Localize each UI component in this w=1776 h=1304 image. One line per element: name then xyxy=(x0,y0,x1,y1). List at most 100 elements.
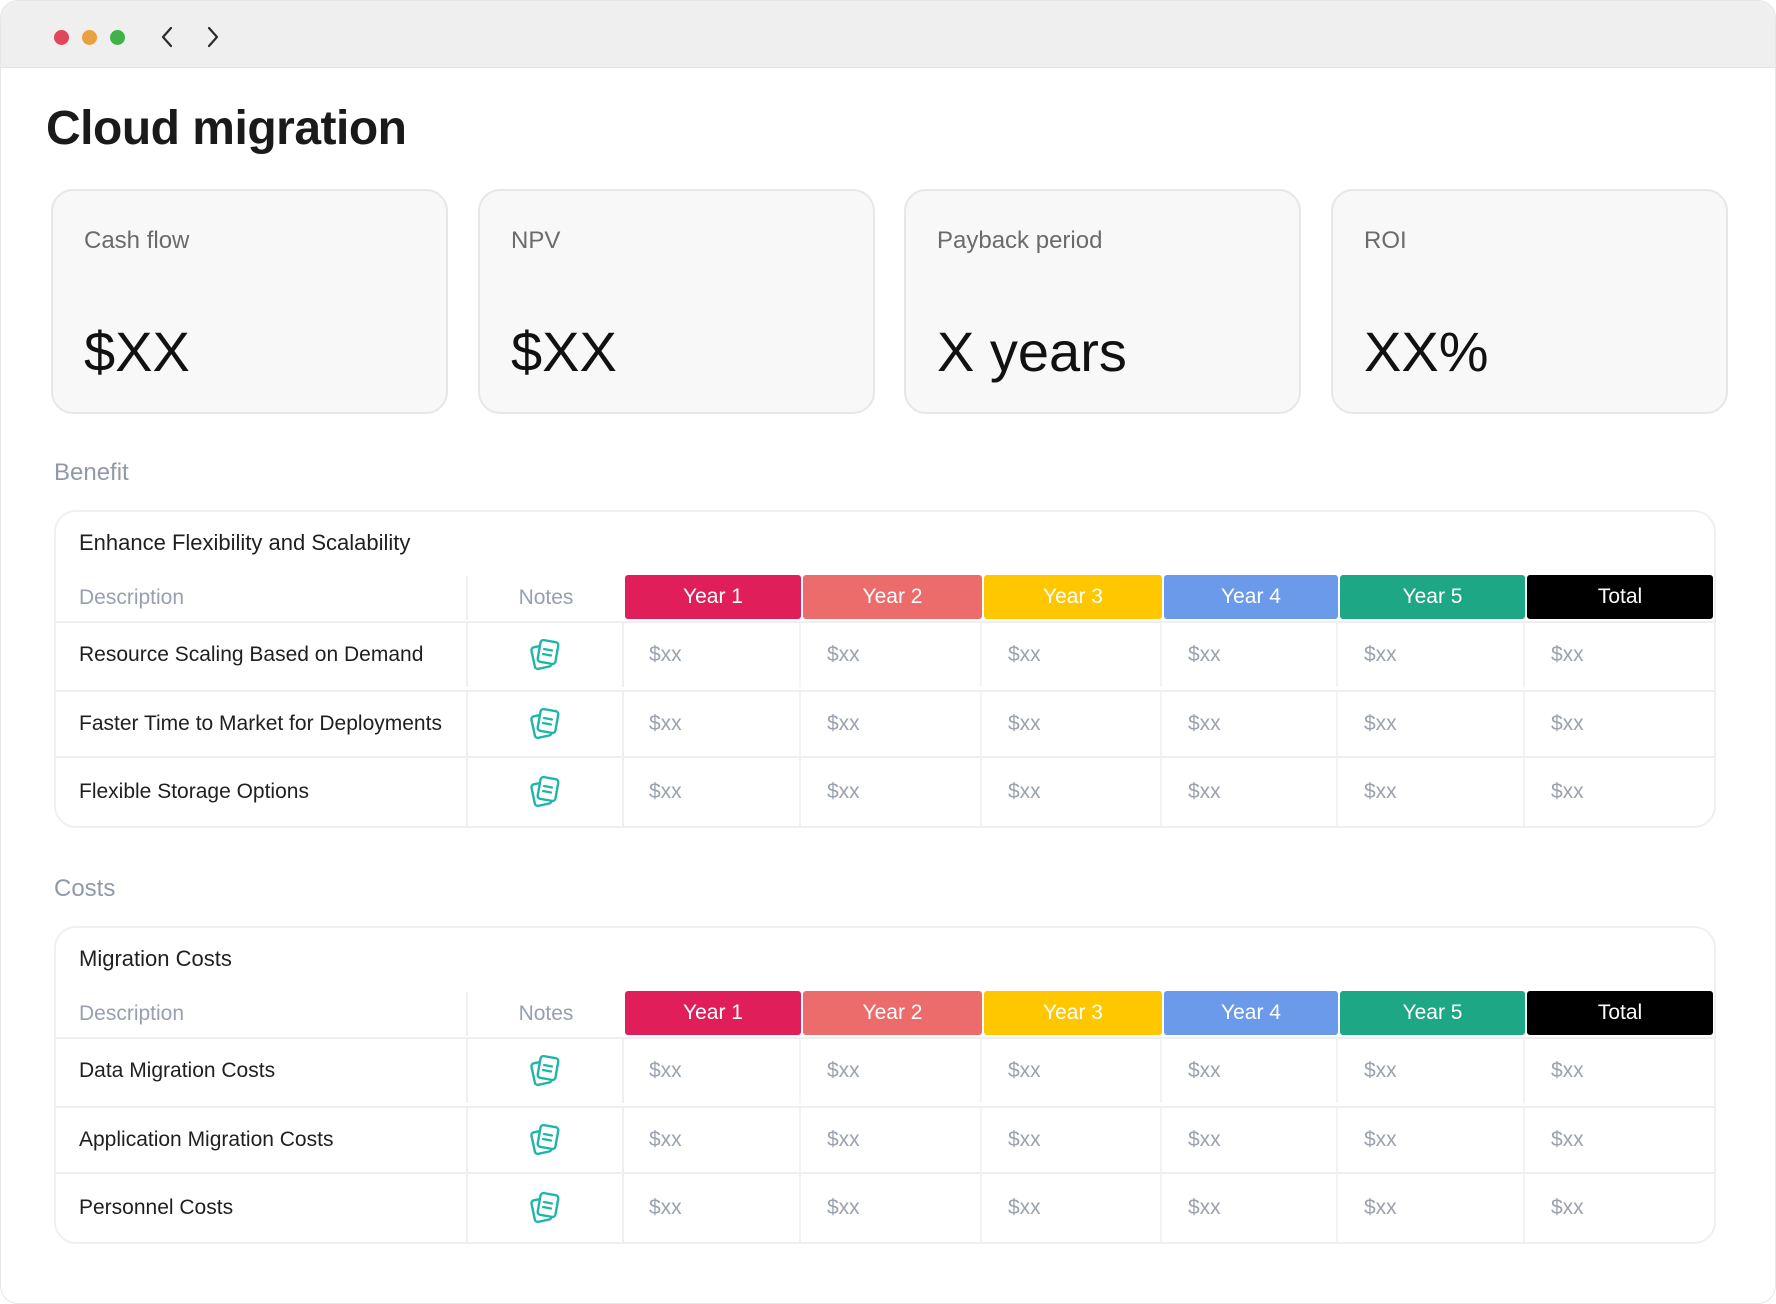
value-cell[interactable]: $xx xyxy=(1551,780,1584,803)
notes-icon xyxy=(530,1123,560,1156)
costs-table: Migration Costs Description Notes Year 1 Yea… xyxy=(54,926,1716,1244)
year-2-column-header: Year 2 xyxy=(803,575,982,619)
notes-icon xyxy=(530,707,560,740)
value-cell[interactable]: $xx xyxy=(803,692,982,756)
notes-cell[interactable] xyxy=(468,1108,624,1172)
notes-cell[interactable] xyxy=(468,692,624,756)
notes-icon xyxy=(530,1191,560,1224)
table-title: Migration Costs xyxy=(79,946,232,971)
chevron-left-icon xyxy=(161,26,173,48)
table-row: Personnel Costs $xx $xx $xx $xx $xx $xx xyxy=(56,1172,1714,1242)
row-description: Personnel Costs xyxy=(56,1174,468,1242)
table-row: Data Migration Costs $xx $xx $xx $xx $xx $xx xyxy=(56,1037,1714,1103)
value-cell[interactable]: $xx xyxy=(1340,1039,1525,1103)
total-column-header: Total xyxy=(1527,991,1713,1035)
kpi-card: NPV $XX xyxy=(478,189,875,414)
forward-button[interactable] xyxy=(200,23,226,51)
value-cell[interactable]: $xx xyxy=(803,623,982,687)
value-cell[interactable]: $xx xyxy=(625,623,801,687)
value-cell[interactable]: $xx xyxy=(1551,1059,1584,1082)
kpi-card: ROI XX% xyxy=(1331,189,1728,414)
costs-section-label: Costs xyxy=(54,875,116,902)
description-column-header: Description xyxy=(56,992,468,1036)
value-cell[interactable]: $xx xyxy=(1164,623,1338,687)
year-3-column-header: Year 3 xyxy=(984,991,1162,1035)
value-cell[interactable]: $xx xyxy=(1340,758,1525,826)
value-cell[interactable]: $xx xyxy=(625,692,801,756)
title-bar xyxy=(1,1,1775,68)
year-5-column-header: Year 5 xyxy=(1340,991,1525,1035)
value-cell[interactable]: $xx xyxy=(1340,1174,1525,1242)
value-cell[interactable]: $xx xyxy=(1340,623,1525,687)
value-cell[interactable]: $xx xyxy=(1551,1196,1584,1219)
benefit-table: Enhance Flexibility and Scalability Descr… xyxy=(54,510,1716,828)
notes-cell[interactable] xyxy=(468,1174,624,1242)
kpi-label: Payback period xyxy=(937,227,1103,254)
maximize-window-button[interactable] xyxy=(110,30,125,45)
table-row: Faster Time to Market for Deployments $x… xyxy=(56,690,1714,756)
value-cell[interactable]: $xx xyxy=(1164,1108,1338,1172)
notes-icon xyxy=(530,1054,560,1087)
row-description: Flexible Storage Options xyxy=(56,758,468,826)
value-cell[interactable]: $xx xyxy=(1164,692,1338,756)
table-row: Resource Scaling Based on Demand $xx $xx $… xyxy=(56,621,1714,687)
value-cell[interactable]: $xx xyxy=(984,692,1162,756)
value-cell[interactable]: $xx xyxy=(625,1108,801,1172)
notes-cell[interactable] xyxy=(468,623,624,687)
value-cell[interactable]: $xx xyxy=(984,1039,1162,1103)
row-description: Faster Time to Market for Deployments xyxy=(56,692,468,756)
description-column-header: Description xyxy=(56,576,468,620)
minimize-window-button[interactable] xyxy=(82,30,97,45)
value-cell[interactable]: $xx xyxy=(984,758,1162,826)
row-description: Data Migration Costs xyxy=(56,1039,468,1103)
notes-column-header: Notes xyxy=(518,586,574,609)
value-cell[interactable]: $xx xyxy=(984,623,1162,687)
value-cell[interactable]: $xx xyxy=(1340,1108,1525,1172)
year-4-column-header: Year 4 xyxy=(1164,575,1338,619)
value-cell[interactable]: $xx xyxy=(1551,712,1584,735)
kpi-value: $XX xyxy=(84,320,190,383)
year-5-column-header: Year 5 xyxy=(1340,575,1525,619)
back-button[interactable] xyxy=(154,23,180,51)
value-cell[interactable]: $xx xyxy=(625,758,801,826)
kpi-label: ROI xyxy=(1364,227,1407,254)
value-cell[interactable]: $xx xyxy=(1164,758,1338,826)
page-title: Cloud migration xyxy=(46,102,407,155)
kpi-value: X years xyxy=(937,320,1127,383)
value-cell[interactable]: $xx xyxy=(625,1039,801,1103)
year-1-column-header: Year 1 xyxy=(625,991,801,1035)
value-cell[interactable]: $xx xyxy=(803,1174,982,1242)
kpi-label: Cash flow xyxy=(84,227,190,254)
value-cell[interactable]: $xx xyxy=(984,1108,1162,1172)
value-cell[interactable]: $xx xyxy=(1551,643,1584,666)
chevron-right-icon xyxy=(207,26,219,48)
value-cell[interactable]: $xx xyxy=(803,1108,982,1172)
year-2-column-header: Year 2 xyxy=(803,991,982,1035)
year-3-column-header: Year 3 xyxy=(984,575,1162,619)
total-column-header: Total xyxy=(1527,575,1713,619)
value-cell[interactable]: $xx xyxy=(803,1039,982,1103)
value-cell[interactable]: $xx xyxy=(1340,692,1525,756)
notes-icon xyxy=(530,638,560,671)
notes-column-header: Notes xyxy=(518,1002,574,1025)
value-cell[interactable]: $xx xyxy=(1551,1128,1584,1151)
value-cell[interactable]: $xx xyxy=(1164,1174,1338,1242)
notes-cell[interactable] xyxy=(468,1039,624,1103)
notes-cell[interactable] xyxy=(468,758,624,826)
row-description: Resource Scaling Based on Demand xyxy=(56,623,468,687)
kpi-value: XX% xyxy=(1364,320,1489,383)
close-window-button[interactable] xyxy=(54,30,69,45)
notes-icon xyxy=(530,775,560,808)
kpi-card: Cash flow $XX xyxy=(51,189,448,414)
table-title: Enhance Flexibility and Scalability xyxy=(79,530,411,555)
value-cell[interactable]: $xx xyxy=(803,758,982,826)
kpi-label: NPV xyxy=(511,227,561,254)
year-4-column-header: Year 4 xyxy=(1164,991,1338,1035)
row-description: Application Migration Costs xyxy=(56,1108,468,1172)
kpi-card: Payback period X years xyxy=(904,189,1301,414)
value-cell[interactable]: $xx xyxy=(1164,1039,1338,1103)
kpi-value: $XX xyxy=(511,320,617,383)
value-cell[interactable]: $xx xyxy=(984,1174,1162,1242)
value-cell[interactable]: $xx xyxy=(625,1174,801,1242)
